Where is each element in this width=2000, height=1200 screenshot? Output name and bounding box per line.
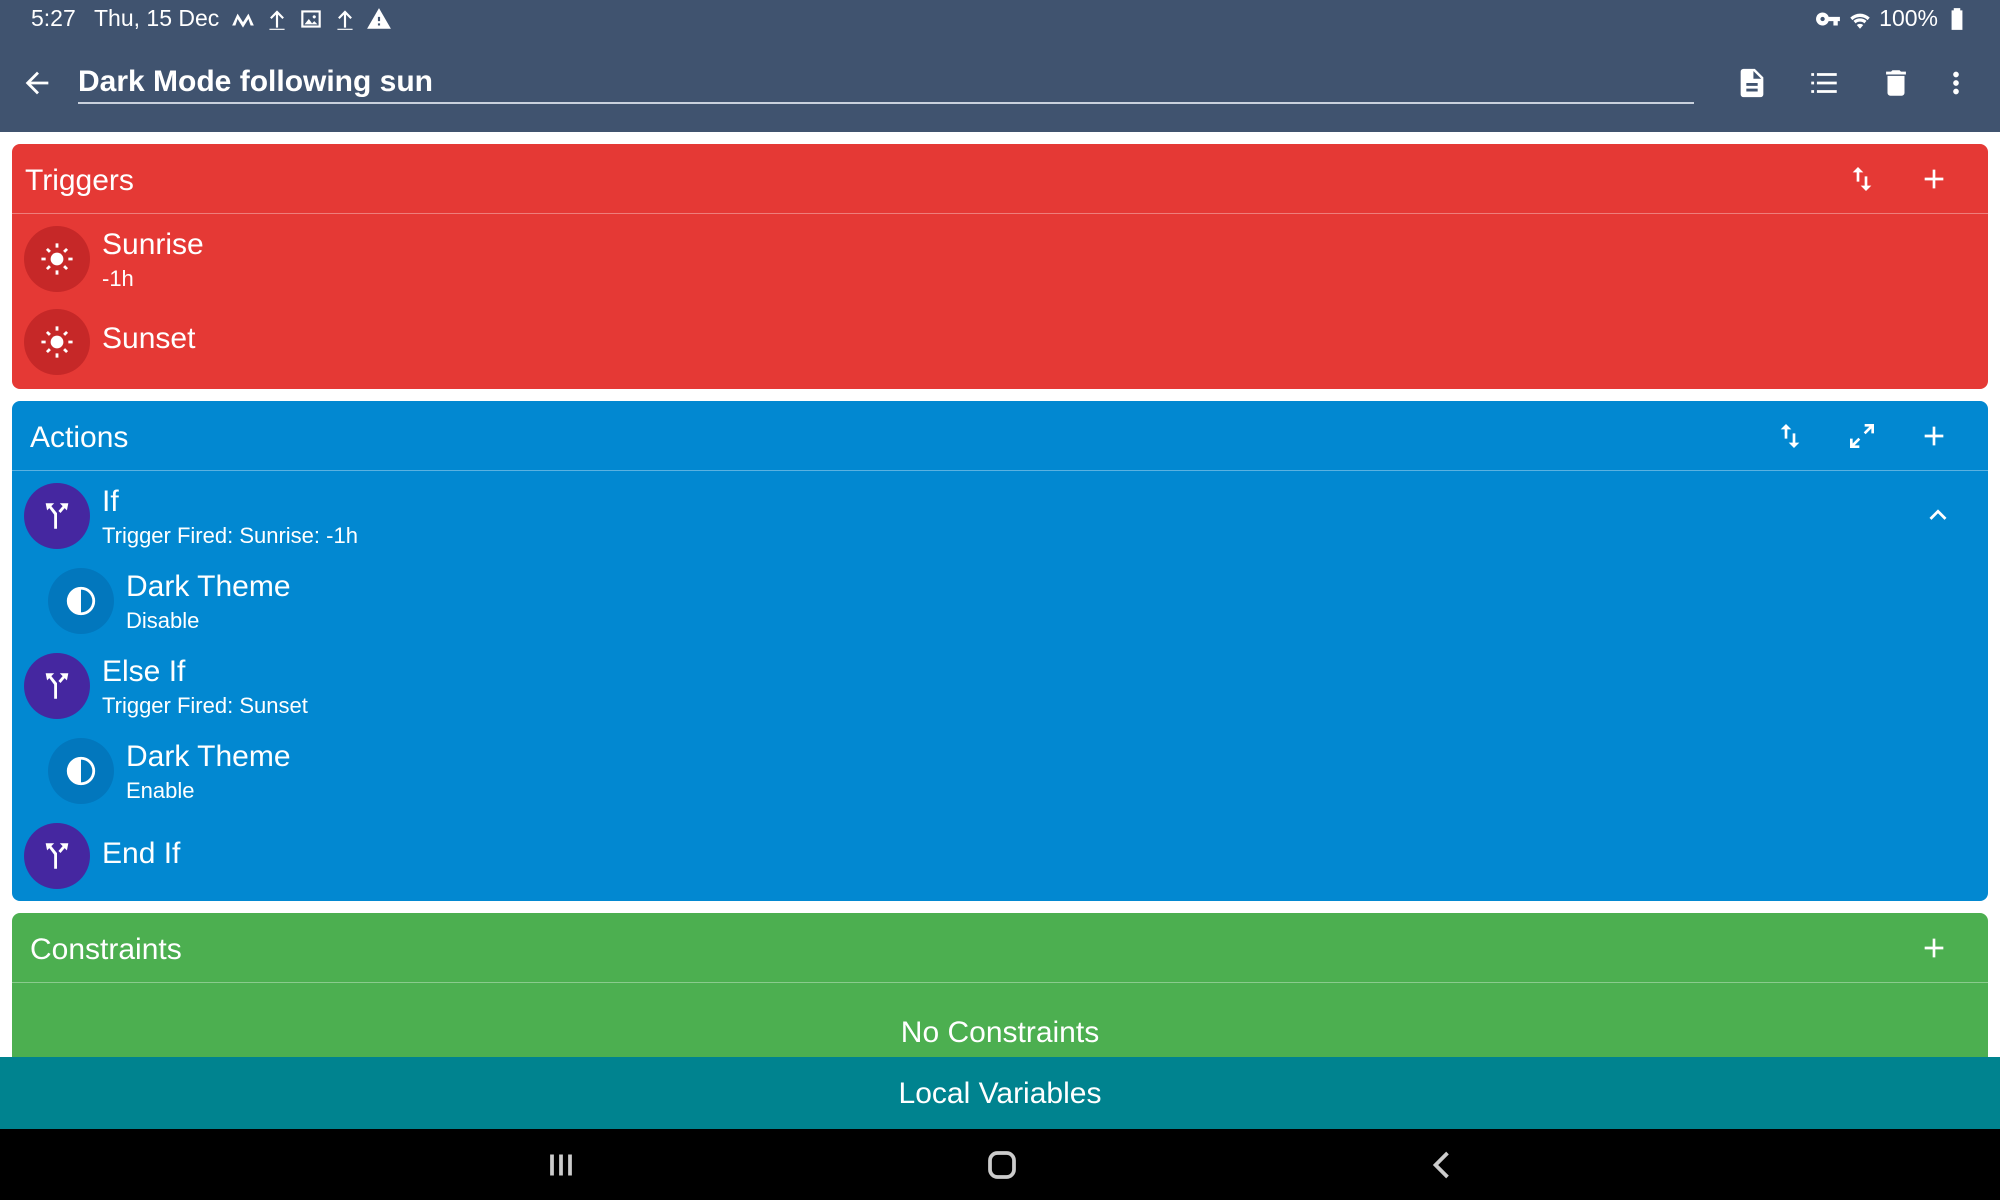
- home-icon: [988, 1151, 1016, 1179]
- chevron-up-icon: [1929, 509, 1947, 520]
- action-name: If: [102, 485, 119, 518]
- nav-back-button[interactable]: [1420, 1142, 1466, 1188]
- branch-icon: [45, 843, 69, 869]
- back-button[interactable]: [14, 60, 60, 106]
- add-icon: [1924, 426, 1944, 446]
- action-name: End If: [102, 837, 181, 870]
- add-constraint-button[interactable]: [1898, 926, 1970, 970]
- swap-vert-icon: [1852, 167, 1872, 191]
- reorder-actions-button[interactable]: [1754, 414, 1826, 458]
- trigger-icon-circle: [24, 226, 90, 292]
- recents-button[interactable]: [538, 1142, 584, 1188]
- triggers-header: Triggers: [12, 144, 1988, 214]
- macrodroid-icon: [232, 13, 254, 28]
- action-name: Else If: [102, 655, 186, 688]
- branch-icon: [45, 503, 69, 529]
- add-icon: [1924, 169, 1944, 189]
- more-vert-icon: [1953, 71, 1959, 95]
- swap-vert-icon: [1780, 424, 1800, 448]
- expand-icon: [1850, 424, 1874, 448]
- action-icon-circle: [24, 653, 90, 719]
- trigger-icon-circle: [24, 309, 90, 375]
- home-button[interactable]: [979, 1142, 1025, 1188]
- action-detail: Enable: [126, 778, 195, 803]
- action-icon-circle: [24, 823, 90, 889]
- battery-icon: [1951, 7, 1963, 30]
- no-constraints-text: No Constraints: [900, 1016, 1100, 1049]
- action-name: Dark Theme: [126, 570, 291, 603]
- back-icon: [1432, 1151, 1449, 1179]
- sun-icon: [41, 326, 73, 358]
- action-item-else-if[interactable]: Else If Trigger Fired: Sunset: [12, 643, 1988, 723]
- app-bar-actions: [1716, 60, 1980, 106]
- upload-icon: [269, 10, 285, 30]
- top-bar: 5:27 Thu, 15 Dec 100% Dark Mode followin…: [0, 0, 2000, 132]
- add-icon: [1924, 938, 1944, 958]
- more-options-button[interactable]: [1932, 60, 1980, 106]
- macro-name-input[interactable]: Dark Mode following sun: [78, 58, 1694, 104]
- add-action-button[interactable]: [1898, 414, 1970, 458]
- image-icon: [301, 10, 321, 28]
- add-trigger-button[interactable]: [1898, 157, 1970, 201]
- collapse-button[interactable]: [1918, 495, 1958, 535]
- action-item-if[interactable]: If Trigger Fired: Sunrise: -1h: [12, 473, 1988, 553]
- app-bar: Dark Mode following sun: [0, 40, 2000, 130]
- action-name: Dark Theme: [126, 740, 291, 773]
- warning-icon: [367, 8, 391, 29]
- description-icon: [1740, 68, 1764, 98]
- triggers-card: Triggers Sunrise -1h Sunset: [12, 144, 1988, 389]
- sun-icon: [41, 243, 73, 275]
- list-icon: [1811, 73, 1837, 93]
- triggers-header-buttons: [1826, 157, 1970, 201]
- notification-icons: [230, 6, 392, 32]
- reorder-triggers-button[interactable]: [1826, 157, 1898, 201]
- action-icon-circle: [48, 568, 114, 634]
- actions-header-buttons: [1754, 414, 1970, 458]
- delete-button[interactable]: [1860, 60, 1932, 106]
- battery-percent: 100%: [1879, 5, 1938, 31]
- action-detail: Trigger Fired: Sunset: [102, 693, 308, 718]
- actions-card: Actions If Trigger Fired: Sunrise: -1h: [12, 401, 1988, 901]
- local-variables-button[interactable]: Local Variables: [0, 1057, 2000, 1129]
- status-right: 100%: [1815, 5, 1970, 32]
- constraints-card: Constraints No Constraints: [12, 913, 1988, 1063]
- wifi-icon: [1850, 13, 1870, 29]
- branch-icon: [45, 673, 69, 699]
- arrow-back-icon: [25, 71, 49, 95]
- trigger-name: Sunrise: [102, 228, 204, 261]
- description-button[interactable]: [1716, 60, 1788, 106]
- status-bar: 5:27 Thu, 15 Dec 100%: [0, 0, 2000, 36]
- actions-title: Actions: [30, 421, 129, 454]
- constraints-title: Constraints: [30, 933, 182, 966]
- expand-actions-button[interactable]: [1826, 414, 1898, 458]
- contrast-icon: [66, 756, 96, 786]
- navigation-bar: [0, 1129, 2000, 1200]
- trigger-detail: -1h: [102, 266, 134, 291]
- contrast-icon: [66, 586, 96, 616]
- trigger-name: Sunset: [102, 322, 196, 355]
- trigger-item[interactable]: Sunrise -1h: [12, 216, 1988, 296]
- action-detail: Trigger Fired: Sunrise: -1h: [102, 523, 358, 548]
- action-item-dark-theme[interactable]: Dark Theme Enable: [12, 728, 1988, 808]
- log-list-button[interactable]: [1788, 60, 1860, 106]
- action-icon-circle: [48, 738, 114, 804]
- action-icon-circle: [24, 483, 90, 549]
- action-detail: Disable: [126, 608, 200, 633]
- status-date: Thu, 15 Dec: [94, 5, 220, 31]
- trigger-item[interactable]: Sunset: [12, 299, 1988, 379]
- upload-icon: [337, 10, 353, 30]
- constraints-header: Constraints: [12, 913, 1988, 983]
- status-time: 5:27: [31, 5, 76, 31]
- triggers-title: Triggers: [25, 164, 134, 197]
- actions-header: Actions: [12, 401, 1988, 471]
- constraints-header-buttons: [1898, 926, 1970, 970]
- delete-icon: [1886, 70, 1906, 96]
- action-item-end-if[interactable]: End If: [12, 813, 1988, 893]
- action-item-dark-theme[interactable]: Dark Theme Disable: [12, 558, 1988, 638]
- vpn-key-icon: [1816, 12, 1841, 25]
- recents-icon: [550, 1154, 572, 1176]
